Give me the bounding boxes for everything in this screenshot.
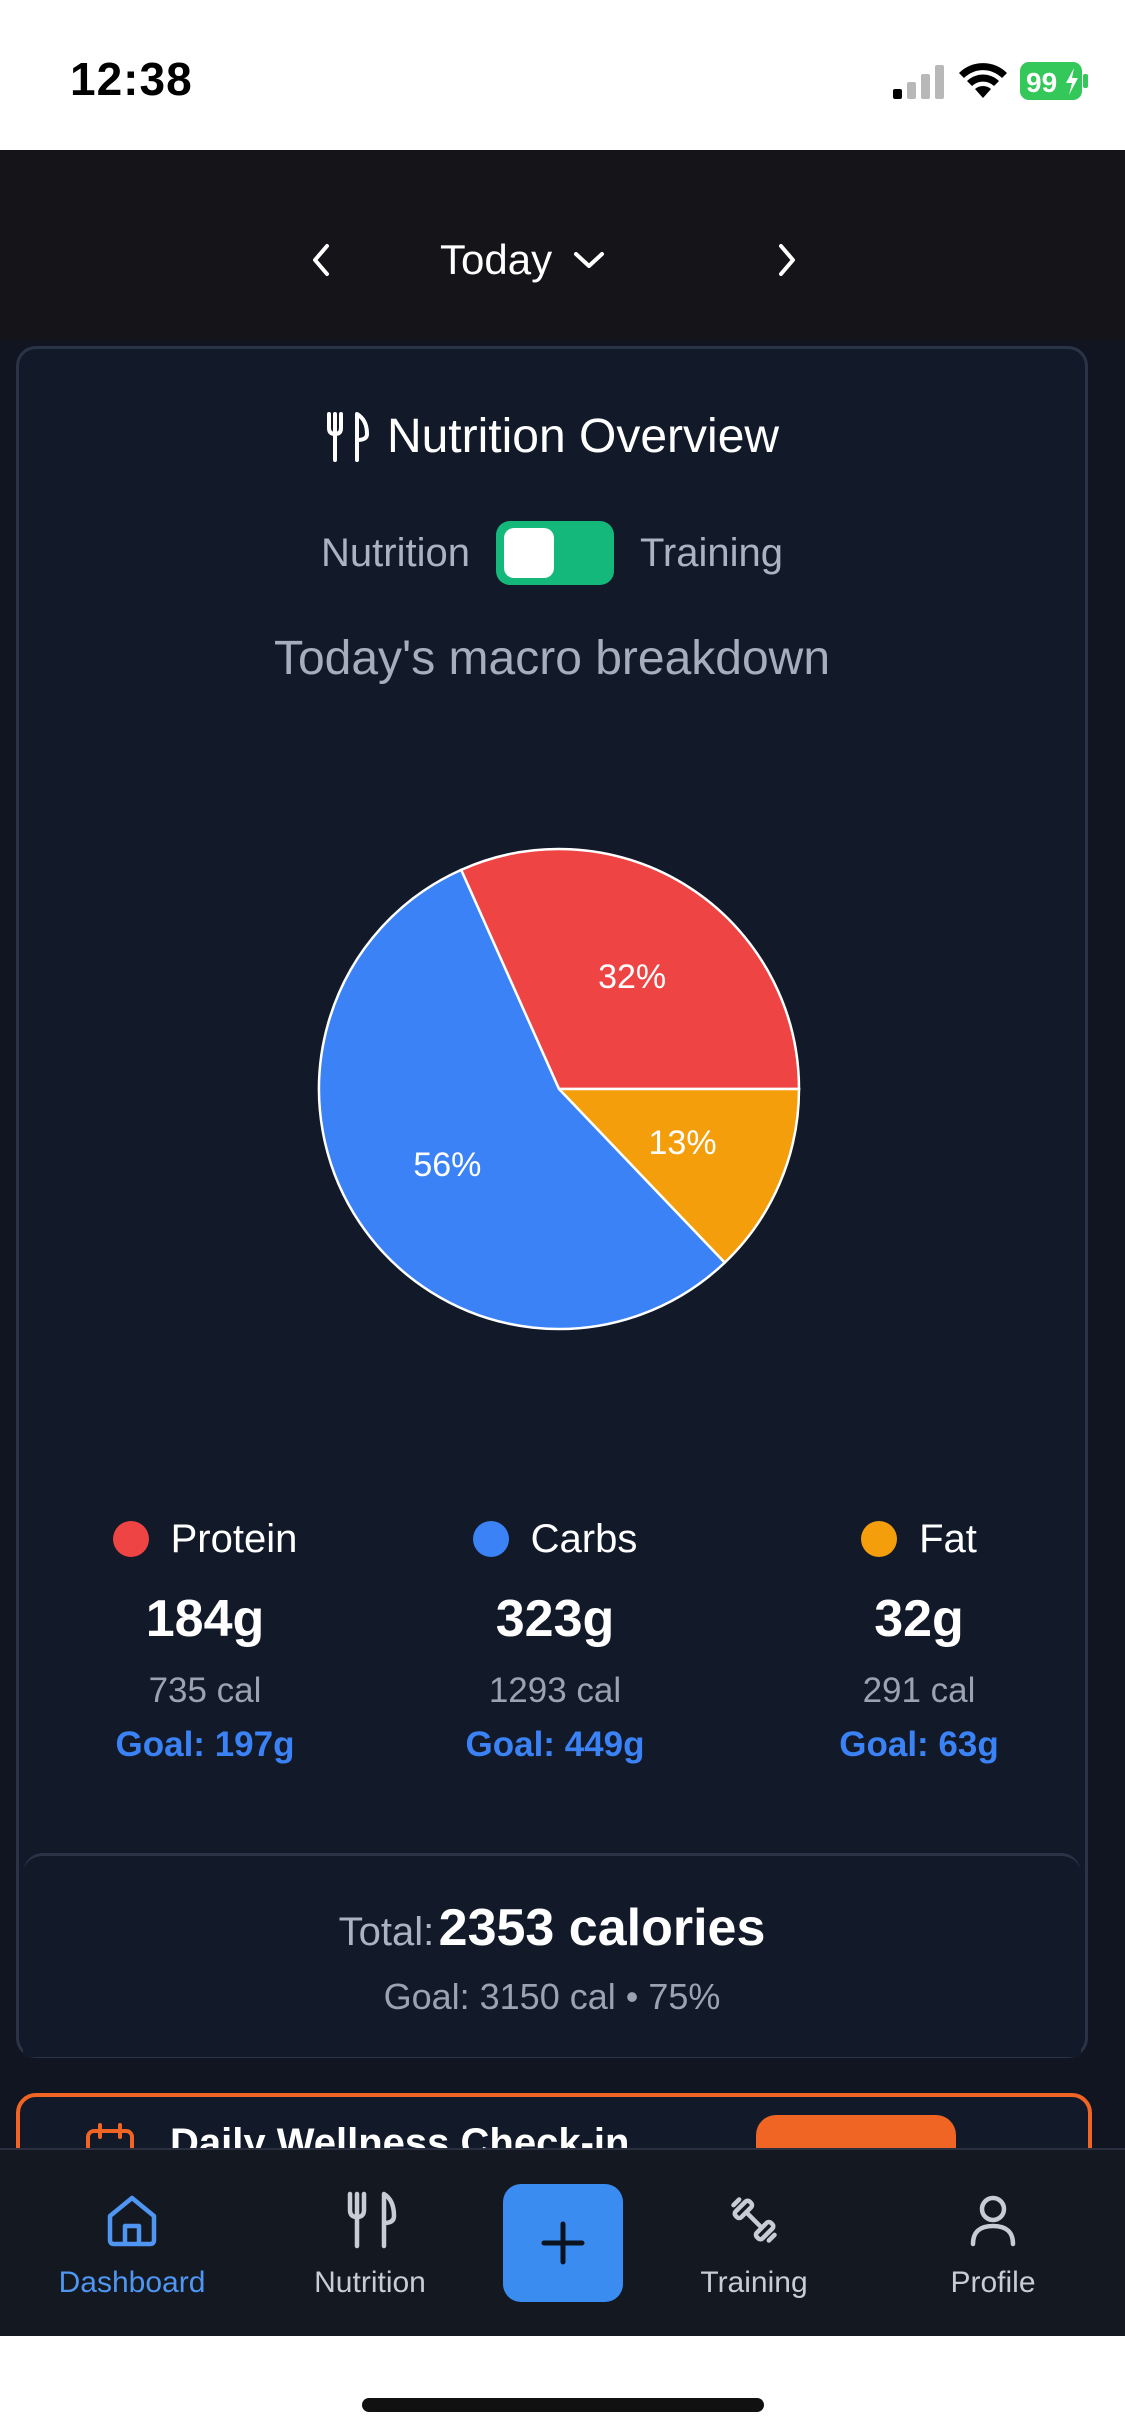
total-prefix: Total:	[338, 1910, 435, 1954]
pie-slice-protein	[459, 847, 801, 1091]
tab-nutrition[interactable]: Nutrition	[270, 2190, 470, 2300]
nutrition-overview-card: Nutrition Overview Nutrition Training To…	[16, 346, 1088, 2058]
chevron-down-icon	[574, 252, 605, 268]
pie-label-fat: 13%	[649, 1124, 717, 1162]
app-screen: Today Nutrition Overview Nutrition	[0, 150, 1125, 2336]
add-entry-button[interactable]	[503, 2184, 623, 2302]
chevron-right-icon	[779, 244, 795, 276]
date-dropdown[interactable]: Today	[440, 230, 606, 290]
pie-slice-carbs	[317, 868, 727, 1331]
tab-profile[interactable]: Profile	[893, 2190, 1093, 2300]
toggle-knob	[503, 528, 554, 578]
utensils-icon	[347, 2191, 397, 2249]
toggle-label-nutrition: Nutrition	[321, 530, 470, 575]
total-calories-goal: Goal: 3150 cal • 75%	[383, 1976, 721, 2017]
protein-color-dot	[112, 1521, 149, 1557]
chevron-left-icon	[313, 244, 329, 276]
card-header: Nutrition Overview	[19, 409, 1085, 464]
battery-icon: 99	[1020, 62, 1088, 100]
tab-label: Profile	[950, 2266, 1036, 2299]
macro-pie-chart: 32% 13% 56%	[317, 847, 801, 1331]
status-bar: 12:38 99	[0, 0, 1125, 150]
macro-fat: Fat 32g 291 cal Goal: 63g	[749, 1509, 1089, 1765]
macro-name: Protein	[170, 1516, 298, 1561]
macro-grams: 32g	[874, 1590, 964, 1648]
pie-label-carbs: 56%	[413, 1146, 481, 1184]
tab-label: Training	[700, 2266, 808, 2299]
total-calories-panel: Total: 2353 calories Goal: 3150 cal • 75…	[23, 1853, 1081, 2057]
battery-percent: 99	[1026, 67, 1057, 98]
plus-icon	[541, 2221, 585, 2265]
home-icon	[107, 2195, 157, 2247]
macro-goal: Goal: 449g	[465, 1725, 645, 1764]
fat-color-dot	[861, 1521, 898, 1557]
carbs-color-dot	[472, 1521, 509, 1557]
macro-grams: 323g	[495, 1590, 615, 1648]
nutrition-training-toggle[interactable]	[495, 521, 614, 585]
bottom-tab-bar: Dashboard Nutrition Training Profile	[0, 2148, 1125, 2338]
macro-goal: Goal: 197g	[115, 1725, 295, 1764]
cellular-signal-icon	[893, 65, 944, 99]
tab-training[interactable]: Training	[654, 2190, 854, 2300]
wifi-icon	[959, 63, 1007, 98]
macro-name: Carbs	[530, 1516, 638, 1561]
macro-carbs: Carbs 323g 1293 cal Goal: 449g	[385, 1509, 725, 1765]
previous-day-button[interactable]	[294, 232, 350, 288]
toggle-label-training: Training	[639, 530, 783, 575]
status-time: 12:38	[70, 53, 193, 105]
tab-dashboard[interactable]: Dashboard	[32, 2190, 232, 2300]
macro-goal: Goal: 63g	[839, 1725, 999, 1764]
date-label: Today	[440, 236, 553, 283]
pie-label-protein: 32%	[598, 958, 666, 996]
mode-toggle-row: Nutrition Training	[19, 521, 1085, 585]
total-calories-value: 2353 calories	[438, 1899, 766, 1957]
total-calories-line: Total: 2353 calories	[23, 1898, 1081, 1958]
card-subtitle: Today's macro breakdown	[273, 632, 831, 685]
macro-name: Fat	[919, 1516, 977, 1561]
home-indicator	[362, 2398, 764, 2412]
dumbbell-icon	[731, 2197, 777, 2243]
utensils-icon	[326, 411, 369, 462]
tab-label: Nutrition	[314, 2266, 426, 2299]
card-title: Nutrition Overview	[386, 410, 780, 463]
macro-grams: 184g	[145, 1590, 265, 1648]
next-day-button[interactable]	[758, 232, 814, 288]
pie-slice-fat	[556, 1087, 801, 1265]
macro-calories: 735 cal	[148, 1671, 262, 1710]
macro-stats: Protein 184g 735 cal Goal: 197g Carbs 32…	[19, 1509, 1085, 1769]
macro-protein: Protein 184g 735 cal Goal: 197g	[35, 1509, 375, 1765]
macro-calories: 1293 cal	[488, 1671, 622, 1710]
bottom-safe-area	[0, 2336, 1125, 2436]
date-navigator: Today	[0, 220, 1125, 300]
user-icon	[970, 2195, 1016, 2247]
app-header: Today	[0, 150, 1125, 340]
macro-calories: 291 cal	[862, 1671, 976, 1710]
tab-label: Dashboard	[58, 2266, 206, 2299]
